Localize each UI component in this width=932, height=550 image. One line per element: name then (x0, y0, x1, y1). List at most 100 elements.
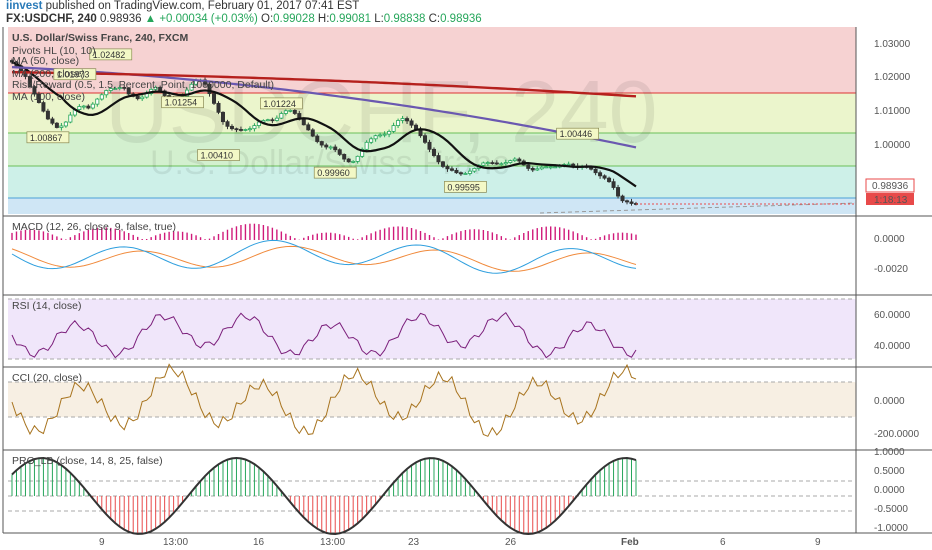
candle-body (113, 88, 118, 90)
pro-lb-title[interactable]: PRO_LB (close, 14, 8, 25, false) (12, 455, 163, 467)
candle-body (436, 155, 441, 163)
candle-body (288, 109, 293, 112)
pivot-low-box (313, 166, 357, 179)
cci-title[interactable]: CCI (20, close) (12, 372, 82, 384)
zone-band-4 (8, 198, 856, 214)
y-tick: -200.0000 (874, 429, 919, 440)
pivot-low-box (26, 131, 70, 144)
candle-body (117, 86, 122, 89)
candle-body (418, 129, 423, 137)
candle-body (625, 200, 630, 203)
candle-body (243, 129, 248, 131)
x-tick: 9 (99, 537, 105, 548)
macd-axis[interactable]: 0.0000 -0.0020 (874, 234, 908, 275)
candle-body (135, 95, 140, 100)
rsi-axis[interactable]: 60.0000 40.0000 (874, 310, 911, 352)
pivot-high-label: 1.01973 (57, 70, 90, 80)
rsi-title[interactable]: RSI (14, close) (12, 300, 81, 312)
legend-ma100[interactable]: MA (100, close) (12, 91, 85, 103)
pivot-high-label: 1.00446 (560, 129, 593, 139)
candle-body (54, 122, 59, 128)
macd-title[interactable]: MACD (12, 26, close, 9, false, true) (12, 221, 176, 233)
candle-body (427, 141, 432, 150)
candle-body (431, 148, 436, 156)
watermark-symbol: USDCHF, 240 (105, 62, 658, 161)
pivot-high-label: 1.02482 (93, 50, 126, 60)
candle-body (378, 134, 383, 137)
candle-body (234, 128, 239, 131)
high-value: 0.99081 (329, 13, 371, 25)
candle-body (494, 162, 499, 165)
pane-frames (2, 27, 932, 550)
candle-body (346, 158, 351, 163)
candle-body (247, 128, 252, 131)
x-tick: 16 (253, 537, 265, 548)
candle-body (50, 118, 55, 124)
legend-ma200[interactable]: MA (200, close) (12, 68, 85, 80)
pivot-low-box (197, 149, 240, 161)
price-axis[interactable]: 1.03000 1.02000 1.01000 1.00000 (874, 39, 911, 151)
candle-body (328, 146, 333, 149)
candle-body (369, 138, 374, 143)
pivot-low-label: 1.00410 (201, 151, 234, 161)
candle-body (270, 119, 275, 122)
y-tick: 0.5000 (874, 466, 905, 477)
candle-body (481, 162, 486, 166)
publisher-name[interactable]: iinvest (6, 0, 43, 12)
x-tick: 13:00 (320, 537, 345, 548)
candle-body (387, 131, 392, 135)
open-value: 0.99028 (273, 13, 315, 25)
candle-body (440, 161, 445, 167)
candle-body (333, 146, 338, 151)
macd-plot (11, 223, 637, 274)
candle-body (90, 103, 95, 109)
candle-body (45, 110, 50, 120)
candle-body (342, 153, 347, 160)
candle-body (63, 121, 68, 127)
candle-body (544, 166, 549, 169)
candle-body (539, 166, 544, 170)
up-arrow-icon: ▲ (144, 13, 157, 25)
candle-body (454, 169, 459, 174)
current-price-tag: 0.98936 1:18:13 (865, 178, 915, 206)
time-axis[interactable]: 9 13:00 16 13:00 23 26 Feb 6 9 (99, 537, 821, 548)
y-tick: 0.0000 (874, 485, 905, 496)
moving-averages (11, 61, 637, 188)
cci-band (8, 382, 856, 417)
pivot-high-box (161, 96, 204, 109)
candle-body (189, 83, 194, 91)
legend-risk-reward[interactable]: Risk/Reward (0.5, 1.5, Percent, Point, 1… (12, 79, 274, 91)
pro-lb-axis[interactable]: 1.0000 0.5000 0.0000 -0.5000 -1.0000 (874, 447, 908, 534)
candle-body (301, 118, 306, 126)
x-tick: 9 (815, 537, 821, 548)
candle-body (405, 118, 410, 122)
pivot-high-label: 1.01254 (165, 98, 198, 108)
candle-body (598, 172, 603, 177)
candle-body (32, 86, 37, 95)
pro-lb-line (11, 456, 637, 536)
cci-line (11, 363, 637, 437)
pivot-low-box (444, 181, 487, 193)
pivot-low-label: 0.99595 (447, 182, 480, 192)
candle-body (265, 119, 270, 122)
candle-body (517, 158, 522, 162)
candle-body (458, 172, 463, 175)
candle-body (212, 93, 217, 104)
candle-body (409, 120, 414, 126)
candle-body (553, 166, 558, 169)
legend-ma50[interactable]: MA (50, close) (12, 55, 79, 67)
candle-body (122, 86, 127, 89)
y-tick: 40.0000 (874, 341, 911, 352)
candle-body (535, 168, 540, 171)
symbol-label[interactable]: FX:USDCHF, 240 (6, 13, 97, 25)
y-tick: 1.00000 (874, 140, 911, 151)
candle-body (548, 166, 553, 169)
candle-body (86, 105, 91, 109)
candle-body (503, 162, 508, 165)
risk-zone (8, 27, 856, 93)
candle-body (207, 83, 212, 95)
cci-axis[interactable]: 0.0000 -200.0000 (874, 396, 919, 440)
legend-pivots[interactable]: Pivots HL (10, 10) (12, 45, 96, 57)
candle-body (126, 87, 131, 95)
